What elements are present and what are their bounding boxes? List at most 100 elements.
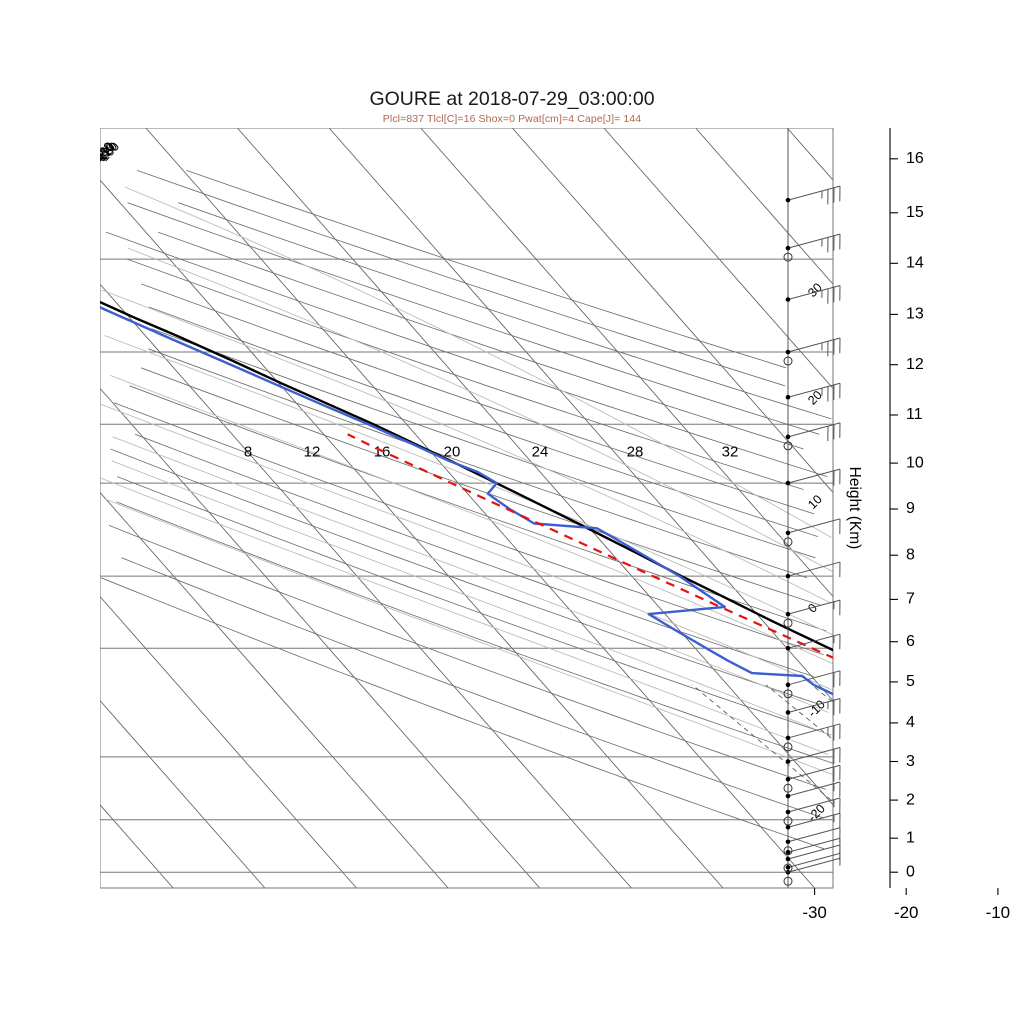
dry-adiabat-line xyxy=(178,202,832,420)
wind-level-circle xyxy=(783,441,793,451)
height-tick-label-11: 11 xyxy=(906,406,923,423)
grid-group xyxy=(100,128,833,888)
height-tick-label-0: 0 xyxy=(906,863,915,880)
isotherm-line xyxy=(100,491,449,888)
wind-level-dot xyxy=(785,793,791,799)
wind-barb-shaft xyxy=(787,844,841,860)
dry-adiabat-line xyxy=(140,283,815,515)
wind-level-circle xyxy=(783,356,793,366)
dry-adiabat-line xyxy=(148,348,808,579)
isotherm-line xyxy=(603,128,833,389)
moist-adiabat-label-12: 12 xyxy=(304,443,321,460)
wind-level-circle xyxy=(783,846,793,856)
curve-parcel xyxy=(347,433,833,659)
isotherm-line xyxy=(100,179,724,888)
wind-barb-column xyxy=(783,128,841,888)
height-tick-label-16: 16 xyxy=(906,150,924,167)
isotherm-line xyxy=(237,128,833,806)
moist-adiabat-line xyxy=(124,186,832,538)
wind-barb-shaft xyxy=(787,382,841,398)
dry-adiabat-line xyxy=(148,306,819,538)
moist-adiabat-label-32: 32 xyxy=(722,443,739,460)
plot-frame xyxy=(100,128,834,889)
wind-level-dot xyxy=(785,573,791,579)
height-tick-label-5: 5 xyxy=(906,673,915,690)
temperature-tick-label--10: -10 xyxy=(986,903,1011,918)
wind-barb-shaft xyxy=(787,837,841,853)
wind-barb-shaft xyxy=(787,285,841,300)
wind-level-circle xyxy=(783,783,793,793)
dry-adiabat-line xyxy=(121,557,824,819)
wind-level-circle xyxy=(783,816,793,826)
isotherm-line xyxy=(100,387,541,888)
height-tick-label-1: 1 xyxy=(906,829,915,846)
wind-level-circle xyxy=(783,537,793,547)
wind-level-dot xyxy=(785,759,791,764)
wind-barb-shaft xyxy=(787,797,841,813)
wind-level-dot xyxy=(785,611,791,617)
dry-adiabat-line xyxy=(127,202,820,435)
wind-level-dot xyxy=(785,856,791,862)
wind-level-dot xyxy=(785,735,791,741)
dry-adiabat-line xyxy=(114,402,824,656)
wind-level-circle xyxy=(783,689,793,699)
wind-level-dot xyxy=(785,849,791,855)
sounding-curves xyxy=(100,300,833,696)
wind-barb-shaft xyxy=(787,764,841,780)
dry-adiabat-line xyxy=(110,448,819,705)
wind-level-dot xyxy=(785,682,791,688)
moist-adiabat-line xyxy=(111,460,831,736)
dry-adiabat-line xyxy=(108,525,827,790)
height-tick-label-13: 13 xyxy=(906,306,924,323)
isotherm-line xyxy=(145,128,815,888)
page-title: GOURE at 2018-07-29_03:00:00 xyxy=(369,88,655,110)
moist-adiabat-label-24: 24 xyxy=(532,443,549,460)
wind-barb-shaft xyxy=(787,337,841,353)
wind-barb-shaft xyxy=(787,781,841,797)
wind-level-dot xyxy=(785,645,791,651)
moist-adiabat-line xyxy=(127,247,833,573)
wind-level-circle xyxy=(783,252,793,262)
wind-barb-shaft xyxy=(787,633,841,649)
wind-level-dot xyxy=(785,809,791,815)
dry-adiabat-line xyxy=(140,367,822,606)
dry-adiabat-line xyxy=(117,476,832,736)
wind-barb-shaft xyxy=(787,747,841,763)
wind-level-dot xyxy=(785,824,791,830)
wind-barb-shaft xyxy=(787,561,841,577)
wind-barb-shaft xyxy=(787,422,841,438)
dry-adiabat-line xyxy=(186,169,787,369)
height-tick-label-4: 4 xyxy=(906,714,915,731)
mixing-ratio-line xyxy=(811,684,833,703)
height-tick-label-12: 12 xyxy=(906,356,924,373)
wind-level-dot xyxy=(785,710,791,715)
height-tick-label-2: 2 xyxy=(906,791,915,808)
dry-adiabat-line xyxy=(157,231,804,450)
moist-adiabat-label-20: 20 xyxy=(444,443,461,460)
wind-level-dot xyxy=(785,865,791,870)
wind-barb-shaft xyxy=(787,812,841,828)
wind-level-circle xyxy=(783,863,793,873)
wind-barb-shaft xyxy=(787,723,841,739)
moist-adiabat-line xyxy=(104,335,833,636)
dry-adiabat-line xyxy=(151,328,816,559)
isotherm-line xyxy=(100,699,266,888)
curve-temperature xyxy=(100,300,833,652)
wind-barb-shaft xyxy=(787,827,841,843)
dry-adiabat-line xyxy=(136,169,786,387)
dry-adiabat-line xyxy=(134,433,815,678)
skewt-plot-area: 1001502002503004005007008501000P (hPa)-3… xyxy=(100,128,1010,918)
y2-axis-title: Height (Km) xyxy=(846,467,863,550)
dry-adiabat-line xyxy=(100,577,825,850)
temperature-tick-label--30: -30 xyxy=(802,903,827,918)
wind-level-circle xyxy=(783,742,793,752)
wind-level-dot xyxy=(785,349,791,355)
height-tick-label-14: 14 xyxy=(906,255,924,272)
isotherm-line xyxy=(100,283,632,888)
height-tick-label-7: 7 xyxy=(906,591,915,608)
wind-barb-shaft xyxy=(787,599,841,615)
wind-barb-shaft xyxy=(787,852,841,868)
wind-level-dot xyxy=(785,434,791,440)
skewt-svg: 1001502002503004005007008501000P (hPa)-3… xyxy=(100,128,1011,918)
isotherm-line xyxy=(420,128,833,598)
